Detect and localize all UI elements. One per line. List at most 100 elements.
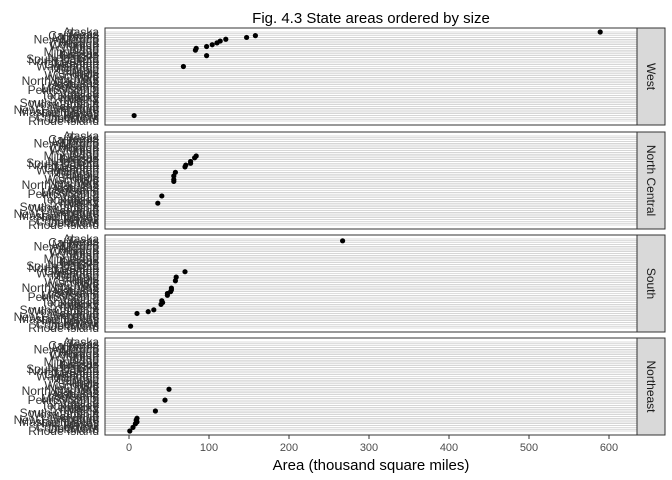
state-label: Idaho [69, 250, 99, 264]
data-point-virginia [159, 298, 165, 304]
data-point-new-york [166, 386, 172, 392]
state-label: Hawaii [63, 419, 99, 433]
data-point-montana [244, 34, 250, 41]
facet-strip [636, 234, 666, 333]
state-label: Georgia [56, 63, 99, 77]
data-point-indiana [155, 200, 161, 206]
state-label: Iowa [74, 380, 100, 394]
state-label: Arkansas [49, 283, 99, 297]
facet-north-central: Rhode IslandDelawareConnecticutHawaiiNew… [14, 129, 666, 232]
state-label: Massachusetts [19, 312, 99, 326]
state-label: Oregon [59, 359, 99, 373]
facet-strip-label: South [644, 268, 658, 299]
state-label: Florida [62, 171, 99, 185]
state-label: Maine [66, 198, 99, 212]
state-label: Kentucky [50, 400, 99, 414]
state-label: California [48, 133, 99, 147]
state-label: New Mexico [34, 136, 100, 150]
state-label: Oklahoma [44, 368, 99, 382]
state-label: Alaska [63, 25, 99, 39]
x-tick-label: 600 [600, 442, 618, 454]
state-label: West Virginia [29, 305, 100, 319]
state-label: Tennessee [41, 193, 99, 207]
state-label: Pennsylvania [28, 393, 100, 407]
state-label: Maine [66, 404, 99, 418]
data-point-california [252, 33, 258, 39]
state-label: Ohio [74, 189, 100, 203]
state-label: Nebraska [48, 154, 100, 168]
state-label: Missouri [54, 263, 99, 277]
state-label: Washington [36, 164, 99, 178]
state-label: Vermont [54, 101, 99, 115]
state-label: Arizona [58, 34, 99, 48]
state-label: Oregon [59, 49, 99, 63]
state-label: Hawaii [63, 316, 99, 330]
state-label: Louisiana [48, 183, 100, 197]
state-label: Idaho [69, 353, 99, 367]
data-point-wyoming [204, 43, 210, 50]
state-label: Delaware [48, 319, 99, 333]
state-label: Iowa [74, 70, 100, 84]
state-label: North Dakota [28, 364, 99, 378]
state-label: New Hampshire [14, 310, 100, 324]
state-label: Wisconsin [44, 69, 99, 83]
state-label: Mississippi [41, 185, 99, 199]
state-label: Vermont [54, 308, 99, 322]
state-label: New Jersey [36, 314, 99, 328]
state-label: Minnesota [44, 149, 100, 163]
state-label: Kansas [59, 151, 99, 165]
state-label: Virginia [59, 294, 99, 308]
facet-strip-label: West [644, 63, 658, 91]
state-label: North Carolina [22, 281, 100, 295]
state-label: Kentucky [50, 90, 99, 104]
state-label: Connecticut [36, 317, 100, 331]
chart-title: Fig. 4.3 State areas ordered by size [252, 10, 490, 27]
facet-west: Rhode IslandDelawareConnecticutHawaiiNew… [14, 25, 666, 128]
state-label: Nebraska [48, 50, 100, 64]
state-label: West Virginia [29, 408, 100, 422]
state-label: Illinois [66, 169, 99, 183]
state-label: Hawaii [63, 213, 99, 227]
state-label: New Mexico [34, 239, 100, 253]
state-label: Louisiana [48, 286, 100, 300]
data-point-texas [340, 238, 346, 244]
data-point-rhode-island [127, 428, 133, 434]
state-label: Ohio [74, 292, 100, 306]
state-label: Virginia [59, 397, 99, 411]
state-label: Kansas [59, 47, 99, 61]
data-point-maine [152, 408, 158, 414]
state-label: Tennessee [41, 399, 99, 413]
state-label: North Carolina [22, 74, 100, 88]
state-label: Delaware [48, 112, 99, 126]
data-point-south-carolina [151, 307, 157, 313]
state-label: Delaware [48, 216, 99, 230]
state-label: Florida [62, 377, 99, 391]
state-label: Maryland [50, 409, 99, 423]
data-point-maryland [134, 310, 140, 317]
state-label: Colorado [50, 245, 99, 259]
state-label: Rhode Island [28, 424, 99, 438]
state-label: Indiana [60, 299, 100, 313]
state-label: New Jersey [36, 211, 99, 225]
state-label: Mississippi [41, 81, 99, 95]
state-label: Kansas [59, 357, 99, 371]
data-point-delaware [128, 323, 134, 329]
state-label: Kentucky [50, 194, 99, 208]
state-label: South Carolina [20, 303, 100, 317]
state-label: Rhode Island [28, 114, 99, 128]
data-point-north-dakota [183, 162, 189, 168]
state-label: Nevada [58, 36, 100, 50]
data-point-pennsylvania [162, 397, 168, 403]
state-label: New Jersey [36, 107, 99, 121]
state-label: New Jersey [36, 417, 99, 431]
state-label: New Hampshire [14, 103, 100, 117]
facet-south: Rhode IslandDelawareConnecticutHawaiiNew… [14, 232, 666, 335]
state-label: Colorado [50, 142, 99, 156]
state-label: North Dakota [28, 54, 99, 68]
state-label: Wyoming [49, 350, 99, 364]
state-label: Ohio [74, 85, 100, 99]
state-label: North Carolina [22, 384, 100, 398]
state-label: South Dakota [26, 259, 99, 273]
data-point-utah [193, 45, 199, 51]
